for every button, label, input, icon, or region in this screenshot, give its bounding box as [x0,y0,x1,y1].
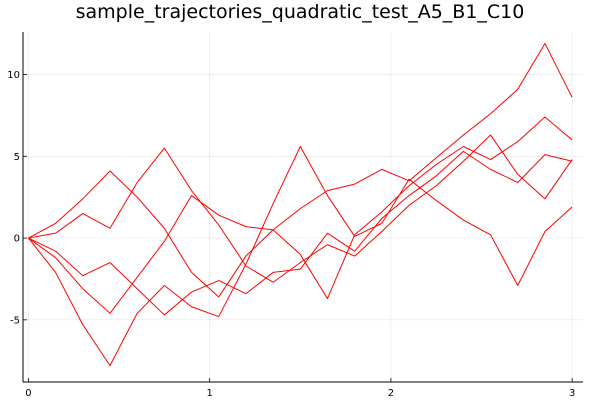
y-tick-label: 5 [14,152,20,163]
axes: 0 1 2 3 -5 0 5 10 [7,32,583,399]
series-line-5 [28,150,573,316]
x-tick-label: 1 [206,388,212,399]
grid-lines [23,32,583,382]
series-group [28,42,573,367]
chart-title: sample_trajectories_quadratic_test_A5_B1… [76,1,525,23]
x-tick-label: 3 [569,388,575,399]
series-line-1 [28,42,573,314]
series-line-2 [28,134,573,283]
series-line-3 [28,116,573,300]
x-tick-label: 2 [388,388,394,399]
y-tick-label: 10 [7,70,20,81]
series-line-4 [28,145,573,367]
x-tick-label: 0 [25,388,31,399]
y-tick-label: -5 [10,315,20,326]
y-tick-label: 0 [14,234,20,245]
